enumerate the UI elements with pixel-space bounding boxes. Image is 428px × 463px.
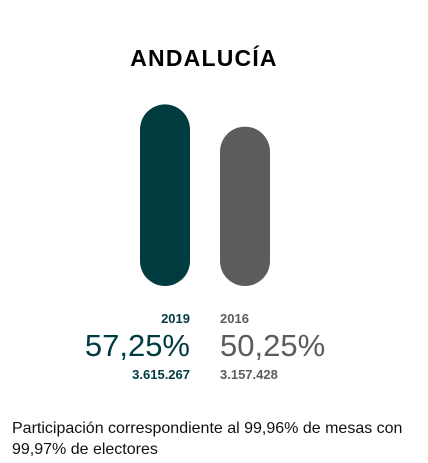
bar-2019: [140, 104, 190, 286]
year-label-2019: 2019: [161, 311, 190, 326]
participation-footnote: Participación correspondiente al 99,96% …: [12, 420, 403, 458]
percentage-label-2019: 57,25%: [84, 328, 190, 363]
votes-label-2016: 3.157.428: [220, 367, 278, 382]
percentage-label-2016: 50,25%: [220, 328, 326, 363]
chart-title: ANDALUCÍA: [130, 45, 278, 71]
year-label-2016: 2016: [220, 311, 249, 326]
votes-label-2019: 3.615.267: [132, 367, 190, 382]
bar-2016: [220, 126, 270, 286]
